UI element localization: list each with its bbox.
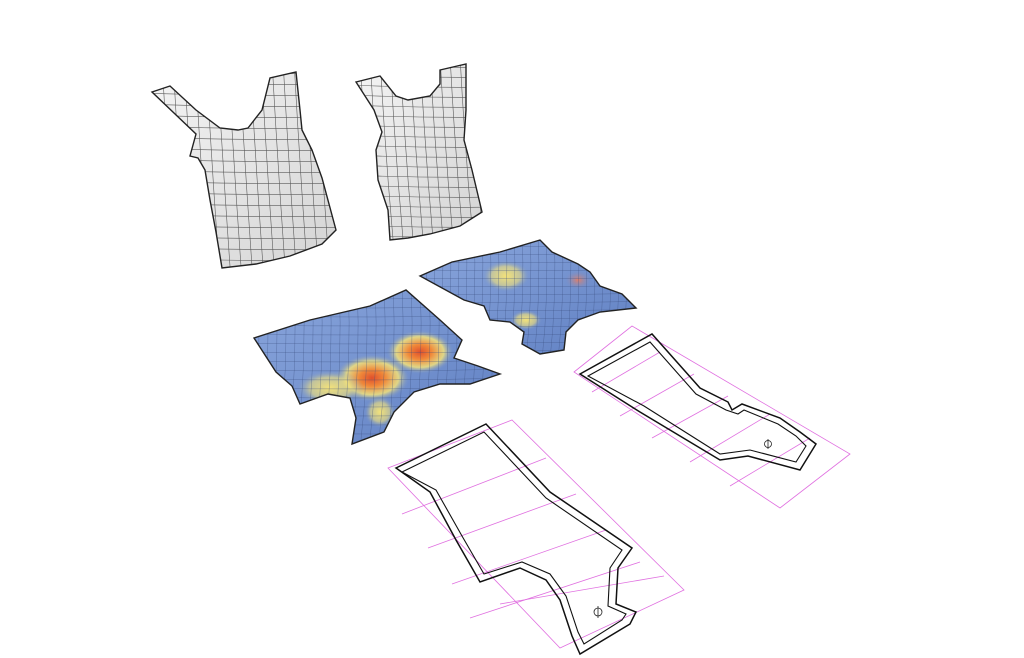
- heat-hotspot-shoulder: [564, 270, 592, 290]
- mesh-line: [140, 280, 350, 283]
- mesh-line: [282, 72, 298, 268]
- mesh-line: [326, 72, 336, 268]
- mesh-line: [260, 290, 269, 444]
- mesh-line: [152, 72, 336, 74]
- mesh-line: [350, 245, 490, 247]
- mesh-line: [172, 72, 188, 268]
- back-shirt-3d: [350, 55, 504, 250]
- heat-hotspot-lower: [364, 396, 396, 428]
- front-shirt-3d: [140, 60, 363, 283]
- mesh-line: [254, 440, 500, 444]
- mesh-line: [140, 60, 350, 63]
- mesh-line: [338, 60, 352, 280]
- mesh-line: [152, 114, 336, 118]
- mesh-line: [254, 290, 260, 444]
- mesh-line: [152, 72, 155, 268]
- front-flattened-strain-map: [234, 280, 501, 450]
- mesh-line: [243, 280, 250, 450]
- mesh-line: [525, 240, 532, 354]
- mesh-line: [356, 64, 482, 68]
- back-pattern-guides: [573, 325, 851, 509]
- mesh-line: [349, 60, 363, 280]
- mesh-line: [377, 290, 386, 444]
- mesh-line: [533, 240, 540, 354]
- mesh-line: [183, 72, 199, 268]
- heat-hotspot-upper-back: [482, 260, 530, 292]
- front-sewing-pattern: [387, 419, 685, 656]
- mesh-line: [469, 64, 482, 240]
- mesh-line: [234, 280, 241, 450]
- mesh-line: [439, 64, 455, 240]
- back-pattern-mark: [764, 439, 772, 449]
- front-pattern-outline: [394, 423, 638, 656]
- mesh-line: [479, 64, 482, 240]
- mesh-line: [152, 81, 336, 85]
- mesh-line: [140, 269, 350, 272]
- back-pattern-outline: [578, 333, 817, 471]
- mesh-line: [356, 74, 482, 78]
- front-pattern-mark: [593, 606, 603, 618]
- front-pattern-guides: [387, 419, 685, 649]
- mesh-line: [629, 240, 636, 354]
- back-sewing-pattern: [573, 325, 851, 509]
- mesh-line: [490, 55, 504, 250]
- mesh-line: [410, 237, 640, 238]
- mesh-line: [271, 72, 287, 268]
- mesh-line: [350, 55, 490, 57]
- heat-hotspot-waist: [510, 310, 542, 330]
